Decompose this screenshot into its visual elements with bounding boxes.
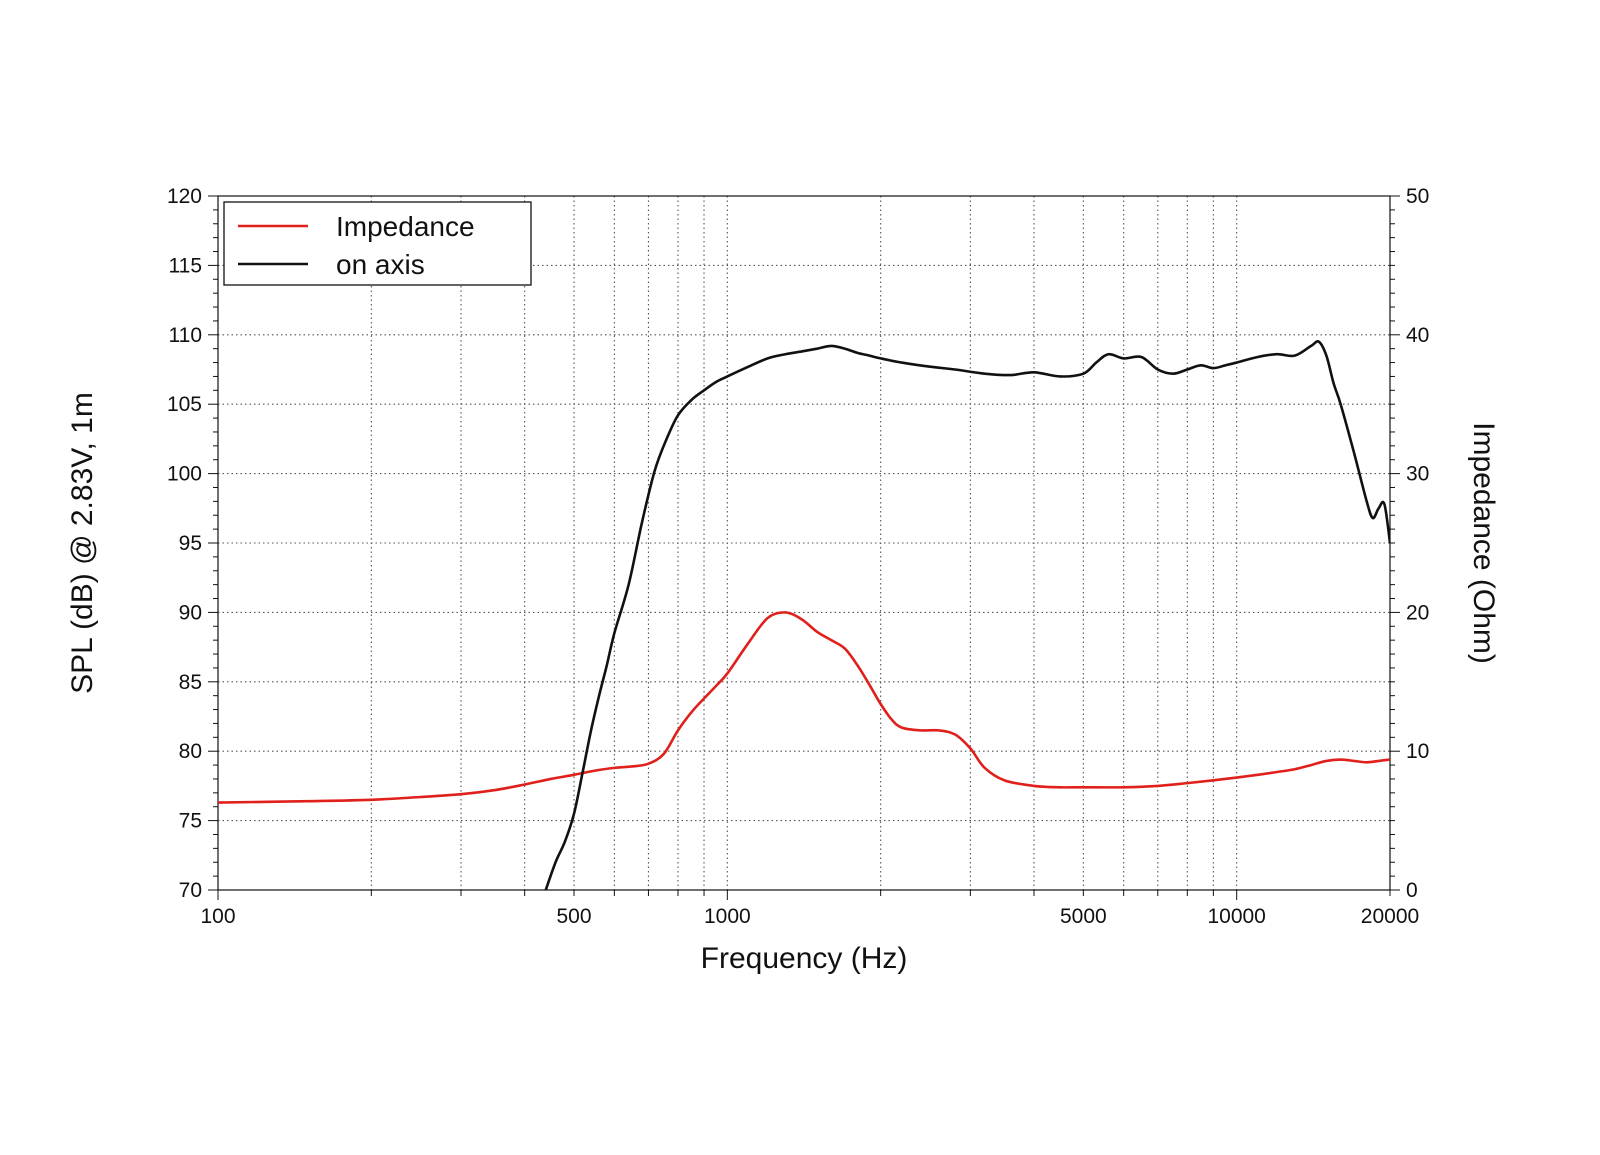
tick-layer [208, 195, 1400, 900]
y2-tick-label: 30 [1406, 463, 1429, 486]
series-layer [218, 340, 1390, 891]
y-tick-label: 95 [179, 532, 202, 555]
y-tick-label: 90 [179, 601, 202, 624]
grid-layer [218, 196, 1390, 890]
x-axis-title: Frequency (Hz) [701, 942, 908, 975]
y2-tick-label: 40 [1406, 324, 1429, 347]
x-tick-label: 5000 [1060, 905, 1107, 928]
y2-tick-label: 0 [1406, 879, 1418, 902]
series-line-impedance [218, 611, 1390, 804]
legend: Impedance on axis [223, 201, 532, 286]
y-tick-label: 100 [167, 463, 202, 486]
y-tick-label: 85 [179, 671, 202, 694]
x-tick-label: 500 [556, 905, 591, 928]
x-tick-label: 20000 [1361, 905, 1419, 928]
x-tick-label: 10000 [1207, 905, 1265, 928]
y-tick-label: 120 [167, 185, 202, 208]
y-tick-label: 115 [169, 254, 202, 277]
legend-label-on-axis: on axis [336, 249, 425, 280]
y2-axis-title: Impedance (Ohm) [1467, 422, 1500, 664]
y-tick-label: 75 [179, 810, 202, 833]
y2-tick-label: 10 [1406, 740, 1429, 763]
y-tick-label: 105 [167, 393, 202, 416]
series-line-on-axis [544, 340, 1390, 891]
y-axis-title: SPL (dB) @ 2.83V, 1m [66, 392, 99, 694]
x-tick-label: 100 [200, 905, 235, 928]
x-tick-label: 1000 [704, 905, 751, 928]
legend-label-impedance: Impedance [336, 211, 475, 242]
y2-tick-label: 50 [1406, 185, 1429, 208]
y-tick-label: 70 [179, 879, 202, 902]
y-tick-label: 80 [179, 740, 202, 763]
legend-box [223, 201, 532, 286]
y-tick-label: 110 [169, 324, 202, 347]
label-layer: 100 500 1000 5000 10000 200007075808590951001… [167, 185, 1429, 928]
y2-tick-label: 20 [1406, 601, 1429, 624]
